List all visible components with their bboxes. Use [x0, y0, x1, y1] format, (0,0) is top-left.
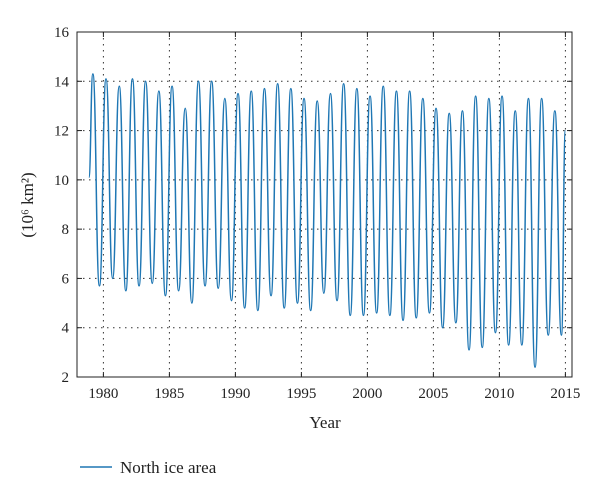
- x-tick-label: 1990: [220, 386, 250, 402]
- y-tick-labels: 2 4 6 8 10 12 14 16: [54, 25, 70, 386]
- y-tick-label: 4: [62, 321, 70, 337]
- y-tick-label: 14: [54, 74, 70, 90]
- x-tick-label: 2005: [418, 386, 448, 402]
- x-tick-label: 1980: [88, 386, 118, 402]
- x-tick-labels: 1980 1985 1990 1995 2000 2005 2010 2015: [88, 386, 580, 402]
- y-tick-label: 2: [62, 370, 70, 386]
- grid-lines: [77, 32, 572, 377]
- y-tick-label: 12: [54, 124, 69, 140]
- y-tick-label: 10: [54, 173, 69, 189]
- x-tick-label: 2015: [550, 386, 580, 402]
- series-line-north-ice-area: [88, 73, 567, 368]
- y-tick-label: 6: [62, 271, 70, 287]
- plot-frame: [76, 31, 573, 378]
- x-tick-label: 1995: [286, 386, 316, 402]
- legend-label-north-ice-area: North ice area: [120, 458, 217, 477]
- x-tick-label: 2010: [484, 386, 514, 402]
- y-tick-label: 16: [54, 25, 70, 41]
- y-axis-label: (10⁶ km²): [18, 172, 37, 237]
- axis-ticks: [77, 31, 572, 378]
- x-axis-label: Year: [309, 413, 341, 432]
- y-tick-label: 8: [62, 222, 70, 238]
- x-tick-label: 1985: [154, 386, 184, 402]
- x-tick-label: 2000: [352, 386, 382, 402]
